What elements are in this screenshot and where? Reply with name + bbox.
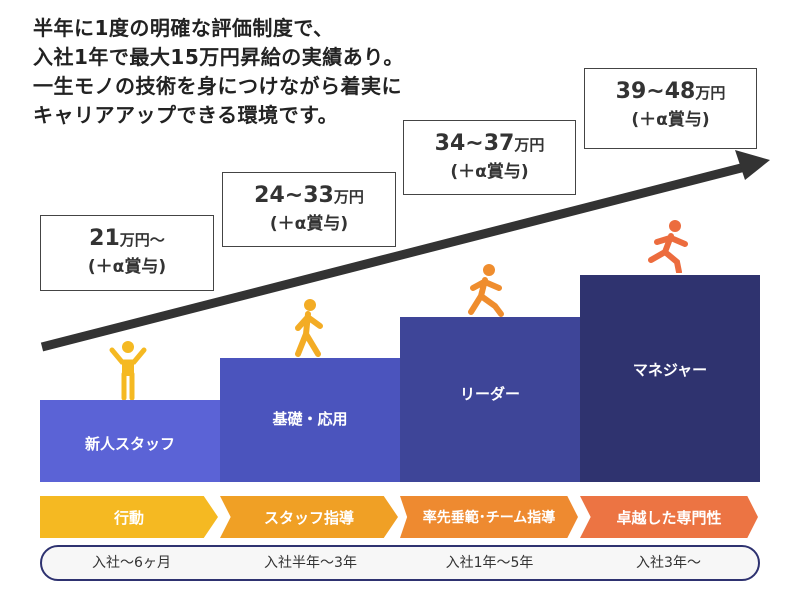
intro-line: 入社1年で最大15万円昇給の実績あり。 [33, 45, 404, 69]
period-label: 入社半年〜3年 [264, 555, 357, 571]
bonus-note: (＋α賞与) [450, 162, 529, 182]
salary-unit: 万円 [695, 84, 726, 102]
salary-value: 34~37 [434, 131, 515, 156]
walking-person-icon [295, 299, 323, 357]
salary-box-1: 21万円〜 (＋α賞与) [40, 215, 214, 291]
step-4: マネジャー [580, 275, 760, 482]
role-chevron-2: スタッフ指導 [220, 496, 398, 538]
role-label: 行動 [113, 508, 144, 527]
salary-box-2: 24~33万円 (＋α賞与) [222, 172, 396, 247]
step-label: 新人スタッフ [84, 435, 175, 453]
running-person-icon [468, 264, 504, 317]
step-3: リーダー [400, 317, 580, 482]
step-label: リーダー [459, 385, 520, 403]
intro-line: 一生モノの技術を身につけながら着実に [33, 74, 402, 98]
salary-box-4: 39~48万円 (＋α賞与) [584, 68, 757, 149]
intro-text: 半年に1度の明確な評価制度で、 入社1年で最大15万円昇給の実績あり。 一生モノ… [33, 14, 404, 130]
step-label: マネジャー [632, 361, 708, 379]
role-chevron-1: 行動 [40, 496, 218, 538]
role-label: 率先垂範･チーム指導 [422, 510, 556, 526]
step-2: 基礎・応用 [220, 358, 400, 482]
salary-value: 39~48 [615, 79, 696, 104]
period-label: 入社〜6ヶ月 [92, 555, 171, 571]
salary-unit: 万円〜 [119, 231, 165, 249]
running-person-icon [648, 220, 688, 273]
salary-unit: 万円 [333, 188, 364, 206]
standing-person-icon [109, 341, 147, 400]
step-label: 基礎・応用 [272, 410, 348, 428]
bonus-note: (＋α賞与) [87, 257, 167, 277]
bonus-note: (＋α賞与) [631, 110, 710, 130]
intro-line: 半年に1度の明確な評価制度で、 [33, 16, 334, 40]
role-chevron-3: 率先垂範･チーム指導 [400, 496, 578, 538]
intro-line: キャリアアップできる環境です。 [33, 103, 339, 127]
period-bar: 入社〜6ヶ月 入社半年〜3年 入社1年〜5年 入社3年〜 [40, 545, 760, 581]
bonus-note: (＋α賞与) [269, 214, 349, 234]
period-label: 入社1年〜5年 [445, 555, 534, 571]
salary-value: 21 [89, 226, 120, 251]
period-label: 入社3年〜 [636, 555, 701, 571]
salary-value: 24~33 [254, 183, 334, 208]
role-label: スタッフ指導 [263, 508, 354, 527]
salary-unit: 万円 [514, 136, 545, 154]
role-chevron-4: 卓越した専門性 [580, 496, 758, 538]
step-1: 新人スタッフ [40, 400, 220, 482]
salary-box-3: 34~37万円 (＋α賞与) [403, 120, 576, 195]
role-label: 卓越した専門性 [616, 508, 722, 527]
